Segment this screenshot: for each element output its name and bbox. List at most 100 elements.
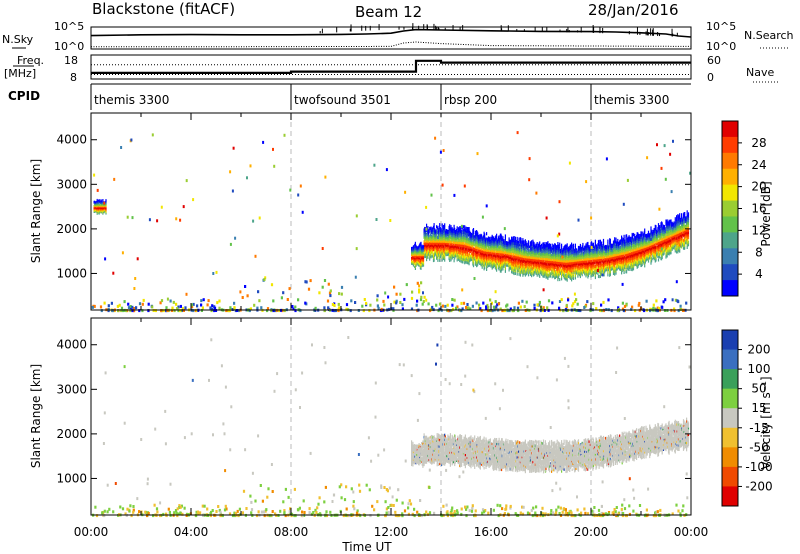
freq-right-tick-bottom: 0 <box>707 71 714 84</box>
range-gate-cell <box>637 233 640 237</box>
range-gate-cell <box>474 262 476 266</box>
range-gate-cell <box>453 243 455 247</box>
range-gate-cell <box>464 236 466 240</box>
range-gate-cell <box>469 257 471 260</box>
range-gate-cell <box>433 225 435 230</box>
range-gate-cell <box>437 247 439 251</box>
range-gate-cell <box>444 223 446 227</box>
range-gate-cell <box>427 226 429 229</box>
range-gate-cell <box>465 260 467 264</box>
range-gate-cell <box>471 256 473 259</box>
range-gate-cell <box>433 258 435 262</box>
range-gate-cell <box>541 273 543 276</box>
noise-left-tick-bottom: 10^0 <box>54 40 84 53</box>
range-gate-cell <box>494 245 496 249</box>
range-gate-cell <box>489 247 491 251</box>
range-gate-cell <box>444 236 446 241</box>
range-gate-cell <box>436 227 438 230</box>
range-gate-cell <box>651 229 653 233</box>
range-gate-cell <box>437 225 439 229</box>
range-gate-cell <box>547 274 549 278</box>
range-gate-cell <box>474 249 476 252</box>
range-gate-cell <box>426 233 428 237</box>
range-gate-cell <box>484 263 486 267</box>
range-gate-cell <box>647 259 650 263</box>
range-gate-cell <box>434 244 436 247</box>
range-gate-cell <box>446 238 448 242</box>
range-gate-cell <box>569 244 571 248</box>
range-gate-cell <box>479 234 481 237</box>
range-gate-cell <box>439 250 441 254</box>
range-gate-cell <box>479 242 481 246</box>
range-gate-cell <box>496 261 498 264</box>
range-gate-cell <box>477 234 479 238</box>
range-gate-cell <box>464 228 466 232</box>
range-gate-cell <box>459 241 461 245</box>
range-gate-cell <box>444 239 446 243</box>
range-gate-cell <box>472 263 475 268</box>
range-gate-cell <box>469 250 471 254</box>
range-gate-cell <box>491 244 493 248</box>
range-gate-cell <box>457 253 460 257</box>
range-gate-cell <box>461 257 463 261</box>
range-gate-cell <box>451 252 453 255</box>
range-gate-cell <box>490 236 492 240</box>
range-gate-cell <box>489 250 491 253</box>
range-gate-cell <box>451 238 453 242</box>
range-gate-cell <box>481 239 483 243</box>
range-gate-cell <box>484 233 486 237</box>
range-gate-cell <box>461 260 463 264</box>
range-gate-cell <box>464 258 466 262</box>
range-gate-cell <box>436 248 438 252</box>
cpid-segment-label: themis 3300 <box>94 93 169 107</box>
range-gate-cell <box>471 252 473 255</box>
range-gate-cell <box>487 249 490 253</box>
range-gate-cell <box>474 235 476 238</box>
range-gate-cell <box>459 251 461 255</box>
range-gate-cell <box>497 252 500 256</box>
range-gate-cell <box>446 237 448 240</box>
range-gate-cell <box>454 232 456 235</box>
range-gate-cell <box>434 254 436 257</box>
range-gate-cell <box>439 255 441 260</box>
range-gate-cell <box>561 243 563 247</box>
range-gate-cell <box>486 239 488 243</box>
range-gate-cell <box>481 263 483 267</box>
range-gate-cell <box>513 236 515 240</box>
range-gate-cell <box>472 252 475 257</box>
range-gate-cell <box>439 242 441 246</box>
range-gate-cell <box>576 248 578 251</box>
range-gate-cell <box>458 237 460 240</box>
noise-left-tick-top: 10^5 <box>54 20 84 33</box>
range-gate-cell <box>599 239 601 243</box>
range-gate-cell <box>496 268 498 272</box>
range-gate-cell <box>439 245 441 249</box>
range-gate-cell <box>436 255 438 259</box>
range-gate-cell <box>489 259 491 263</box>
range-gate-cell <box>440 228 442 231</box>
range-gate-cell <box>454 245 456 249</box>
range-gate-cell <box>496 265 498 269</box>
range-gate-cell <box>436 240 438 243</box>
range-gate-cell <box>481 237 483 241</box>
range-gate-cell <box>467 258 469 262</box>
range-gate-cell <box>446 235 448 238</box>
range-gate-cell <box>446 229 448 232</box>
range-gate-cell <box>496 247 498 250</box>
range-gate-cell <box>495 257 497 261</box>
freq-left-tick-top: 18 <box>64 54 78 67</box>
beam-title: Beam 12 <box>355 3 422 21</box>
range-gate-cell <box>496 233 498 237</box>
range-gate-cell <box>429 244 431 248</box>
range-gate-cell <box>429 247 431 251</box>
range-gate-cell <box>479 236 481 240</box>
range-gate-cell <box>502 236 504 240</box>
range-gate-cell <box>450 258 452 262</box>
range-gate-cell <box>431 229 433 233</box>
range-gate-cell <box>641 231 643 235</box>
range-gate-cell <box>424 226 426 230</box>
range-gate-cell <box>466 237 468 241</box>
range-gate-cell <box>425 233 427 236</box>
range-gate-cell <box>471 239 473 242</box>
range-gate-cell <box>452 239 454 242</box>
